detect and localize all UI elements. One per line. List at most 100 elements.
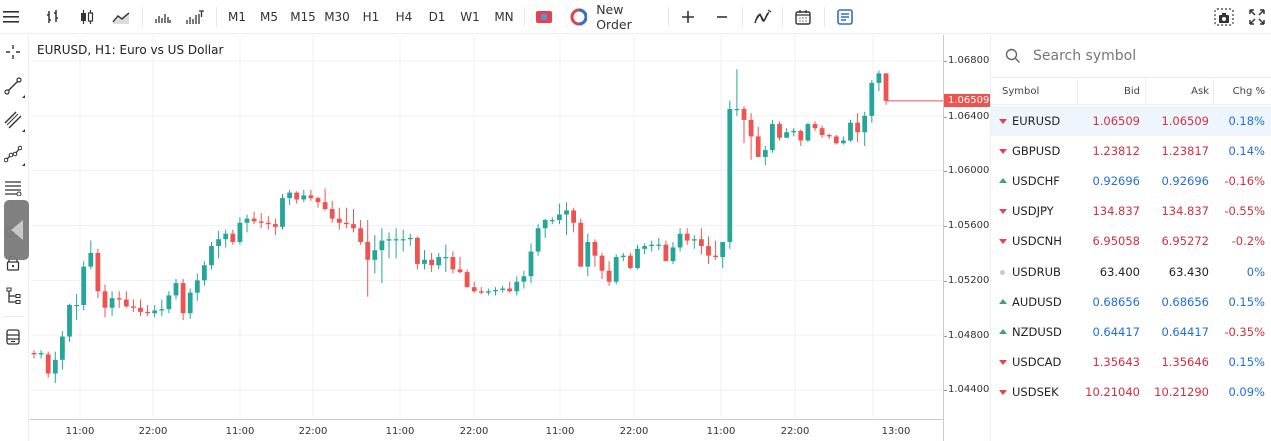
watchlist-row-usdsek[interactable]: USDSEK 10.21040 10.21290 0.09%: [991, 377, 1271, 407]
time-axis[interactable]: 11:00 22:00 11:00 22:00 11:00 22:00 11:0…: [30, 419, 943, 441]
change-percent: -0.35%: [1224, 324, 1265, 339]
symbol-name: AUDUSD: [1012, 294, 1062, 309]
price-tick: [944, 336, 947, 337]
symbol-name: USDCAD: [1012, 354, 1062, 369]
toolbar-divider: [4, 316, 24, 317]
one-click-trading-icon[interactable]: [533, 0, 555, 34]
timeframe-d1[interactable]: D1: [428, 10, 446, 24]
plus-icon[interactable]: [678, 0, 698, 34]
time-label: 22:00: [459, 426, 489, 437]
timeframe-h4[interactable]: H4: [395, 10, 413, 24]
price-tick: [944, 171, 947, 172]
timeframe-m30[interactable]: M30: [324, 10, 350, 24]
bid-price: 63.400: [1099, 264, 1140, 279]
watchlist-row-usdcnh[interactable]: USDCNH 6.95058 6.95272 -0.2%: [991, 226, 1271, 256]
polyline-icon[interactable]: [0, 140, 26, 168]
symbol-name: EURUSD: [1012, 114, 1061, 128]
calendar-icon[interactable]: [792, 0, 814, 34]
timeframe-mn[interactable]: MN: [494, 10, 514, 24]
column-symbol[interactable]: Symbol: [1002, 86, 1040, 97]
objects-tree-icon[interactable]: [0, 282, 26, 310]
timeframe-h1[interactable]: H1: [362, 10, 380, 24]
ask-price: 0.68656: [1161, 294, 1209, 309]
watchlist-row-usdchf[interactable]: USDCHF 0.92696 0.92696 -0.16%: [991, 166, 1271, 196]
price-tick: [944, 117, 947, 118]
crosshair-icon[interactable]: [0, 38, 26, 66]
symbol-name: GBPUSD: [1012, 144, 1061, 159]
chart-title: EURUSD, H1: Euro vs US Dollar: [37, 43, 224, 57]
symbol-name: USDCNH: [1012, 234, 1062, 249]
candlestick-chart-icon[interactable]: [76, 0, 98, 34]
watchlist-row-usdjpy[interactable]: USDJPY 134.837 134.837 -0.55%: [991, 196, 1271, 226]
fullscreen-icon[interactable]: [1246, 0, 1268, 34]
change-percent: 0.14%: [1228, 144, 1265, 159]
price-label: 1.05200: [948, 275, 990, 286]
search-icon: [1005, 48, 1021, 64]
time-label: 11:00: [385, 426, 415, 437]
price-label: 1.06800: [948, 55, 990, 66]
watchlist-row-nzdusd[interactable]: NZDUSD 0.64417 0.64417 -0.35%: [991, 317, 1271, 347]
ask-price: 1.06509: [1161, 114, 1209, 128]
timeframe-m5[interactable]: M5: [260, 10, 278, 24]
bid-price: 1.35643: [1092, 354, 1140, 369]
price-chart[interactable]: [30, 35, 943, 418]
triangle-down-icon: [999, 119, 1007, 124]
change-percent: -0.2%: [1231, 234, 1265, 249]
triangle-down-icon: [999, 359, 1007, 365]
bid-price: 1.23812: [1092, 144, 1140, 159]
channel-icon[interactable]: [0, 106, 26, 134]
change-percent: 0.18%: [1228, 114, 1265, 128]
volume-icon[interactable]: [152, 0, 174, 34]
layers-icon[interactable]: [0, 323, 26, 351]
bar-chart-icon[interactable]: [42, 0, 64, 34]
watchlist-row-audusd[interactable]: AUDUSD 0.68656 0.68656 0.15%: [991, 287, 1271, 317]
watchlist-row-gbpusd[interactable]: GBPUSD 1.23812 1.23817 0.14%: [991, 136, 1271, 166]
details-icon[interactable]: [834, 0, 856, 34]
time-label: 22:00: [298, 426, 328, 437]
symbol-name: USDJPY: [1012, 204, 1054, 219]
expand-corner-icon: [22, 95, 25, 98]
triangle-down-icon: [999, 209, 1007, 215]
triangle-down-icon: [999, 389, 1007, 395]
column-chg[interactable]: Chg %: [1232, 86, 1265, 97]
time-label: 22:00: [780, 426, 810, 437]
time-label: 22:00: [138, 426, 168, 437]
timeframe-m15[interactable]: M15: [290, 10, 316, 24]
indicators-icon[interactable]: [752, 0, 774, 34]
watchlist-row-eurusd[interactable]: EURUSD 1.06509 1.06509 0.18%: [991, 106, 1271, 136]
change-percent: 0.15%: [1228, 354, 1265, 369]
bid-price: 10.21040: [1085, 384, 1140, 399]
price-label: 1.04400: [948, 384, 990, 395]
column-bid[interactable]: Bid: [1124, 86, 1140, 97]
price-tick: [944, 61, 947, 62]
price-axis[interactable]: 1.06800 1.06400 1.06000 1.05600 1.05200 …: [943, 35, 991, 441]
bid-price: 0.92696: [1092, 174, 1140, 189]
triangle-down-icon: [999, 239, 1007, 245]
ask-price: 134.837: [1161, 204, 1209, 219]
new-order-button[interactable]: New Order: [570, 0, 660, 34]
screenshot-icon[interactable]: [1212, 0, 1236, 34]
symbol-search[interactable]: [991, 35, 1271, 78]
triangle-down-icon: [999, 149, 1007, 155]
collapse-toolbar-handle[interactable]: [4, 200, 29, 260]
fibonacci-icon[interactable]: [0, 174, 26, 202]
ask-price: 63.430: [1168, 264, 1209, 279]
timeframe-m1[interactable]: M1: [228, 10, 246, 24]
line-chart-icon[interactable]: [110, 0, 132, 34]
change-percent: 0.15%: [1228, 294, 1265, 309]
collapse-arrow-icon: [10, 220, 23, 240]
minus-icon[interactable]: [712, 0, 732, 34]
timeframe-w1[interactable]: W1: [460, 10, 480, 24]
trendline-icon[interactable]: [0, 72, 26, 100]
price-label: 1.06000: [948, 165, 990, 176]
watchlist-row-usdcad[interactable]: USDCAD 1.35643 1.35646 0.15%: [991, 347, 1271, 377]
column-ask[interactable]: Ask: [1191, 86, 1209, 97]
search-symbol-input[interactable]: [1033, 48, 1253, 64]
watchlist-row-usdrub[interactable]: USDRUB 63.400 63.430 0%: [991, 257, 1271, 287]
ask-price: 1.23817: [1161, 144, 1209, 159]
candlestick-chart[interactable]: [30, 35, 943, 418]
tick-volume-icon[interactable]: [184, 0, 206, 34]
time-label: 11:00: [545, 426, 575, 437]
hamburger-menu-icon[interactable]: [0, 0, 22, 34]
change-percent: -0.16%: [1224, 174, 1265, 189]
